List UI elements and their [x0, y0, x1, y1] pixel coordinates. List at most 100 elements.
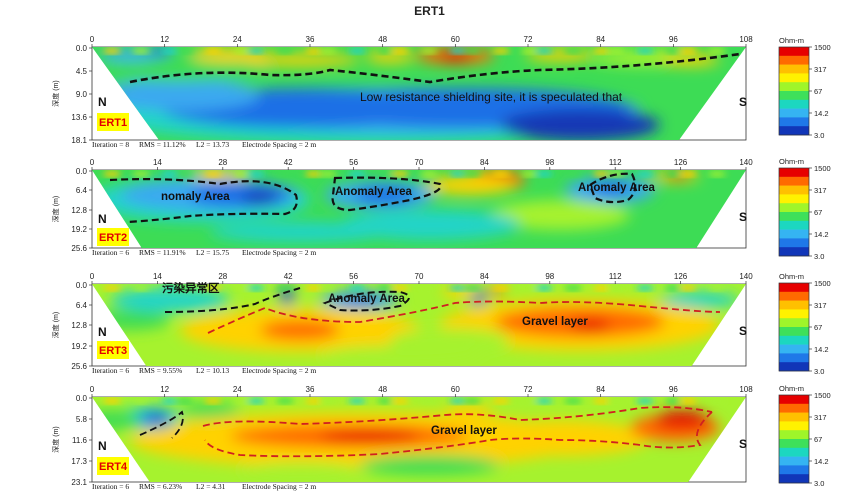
colorbar-4: Ohm-m 1500 317 67 14.2 3.0 — [778, 384, 831, 488]
colorbar-segment — [779, 108, 809, 118]
north-marker: N — [98, 95, 107, 109]
colorbar-segment — [779, 439, 809, 449]
colorbar-segment — [779, 176, 809, 186]
colorbar-tick-label: 3.0 — [814, 252, 824, 261]
x-tick-label: 126 — [674, 272, 688, 281]
y-tick-label: 0.0 — [76, 281, 88, 290]
footer-rms: RMS = 6.23% — [139, 482, 182, 491]
surface-patch — [708, 171, 726, 177]
resistivity-blob — [180, 402, 240, 418]
profile-label-box — [97, 341, 129, 359]
boundary-dashed-line — [202, 406, 713, 458]
colorbar-tick-label: 317 — [814, 413, 827, 422]
surface-patch — [420, 398, 438, 404]
profile-label: ERT3 — [99, 345, 127, 357]
surface-patch — [492, 48, 510, 54]
surface-patch — [708, 48, 726, 54]
colorbar-segment — [779, 447, 809, 457]
y-axis-label: 深度 (m) — [51, 312, 60, 338]
south-marker: S — [739, 210, 747, 224]
surface-patch — [708, 285, 726, 291]
surface-patch — [391, 285, 409, 291]
surface-patch — [377, 398, 395, 404]
surface-patch — [103, 398, 121, 404]
x-tick-label: 70 — [415, 272, 424, 281]
x-tick-label: 112 — [609, 272, 622, 281]
footer-spacing: Electrode Spacing = 2 m — [242, 140, 316, 149]
surface-patch — [607, 285, 625, 291]
surface-patch — [132, 285, 150, 291]
colorbar-tick-label: 14.2 — [814, 109, 829, 118]
footer-iteration: Iteration = 6 — [92, 482, 129, 491]
x-tick-label: 140 — [739, 158, 753, 167]
surface-patch — [521, 398, 539, 404]
colorbar-tick-label: 67 — [814, 208, 822, 217]
surface-patch — [607, 398, 625, 404]
surface-patch — [348, 48, 366, 54]
surface-patch — [636, 285, 654, 291]
surface-patch — [305, 171, 323, 177]
footer-l2: L2 = 10.13 — [196, 366, 229, 375]
colorbar-segment — [779, 212, 809, 222]
x-tick-label: 96 — [669, 35, 678, 44]
x-tick-label: 14 — [153, 272, 162, 281]
footer-iteration: Iteration = 8 — [92, 140, 129, 149]
colorbar-segment — [779, 247, 809, 257]
surface-patch — [463, 48, 481, 54]
surface-patch — [492, 171, 510, 177]
colorbar-tick-label: 67 — [814, 435, 822, 444]
south-marker: S — [739, 437, 747, 451]
resistivity-blob — [210, 222, 390, 242]
ert-panel-4: 0 12 24 36 48 60 72 84 96 108 0.0 5.8 11.6 17.3 23.1 深度… — [51, 385, 753, 491]
surface-patch — [175, 285, 193, 291]
surface-patch — [449, 398, 467, 404]
x-tick-label: 0 — [90, 158, 95, 167]
annotation: 污染异常区 — [162, 281, 220, 295]
colorbar-segment — [779, 64, 809, 74]
y-tick-label: 17.3 — [71, 457, 87, 466]
x-tick-label: 24 — [233, 35, 242, 44]
north-marker: N — [98, 212, 107, 226]
profile-label: ERT4 — [99, 461, 128, 473]
x-tick-label: 42 — [284, 272, 293, 281]
y-tick-label: 12.8 — [71, 206, 87, 215]
profile-label-box — [97, 457, 129, 475]
resistivity-blob — [240, 54, 360, 66]
surface-patch — [132, 48, 150, 54]
footer-iteration: Iteration = 6 — [92, 366, 129, 375]
colorbar-segment — [779, 203, 809, 213]
surface-patch — [233, 48, 251, 54]
x-tick-label: 0 — [90, 385, 95, 394]
surface-patch — [348, 285, 366, 291]
y-tick-label: 25.6 — [71, 244, 87, 253]
boundary-dashed-line — [207, 300, 721, 334]
surface-patch — [492, 398, 510, 404]
surface-patch — [319, 48, 337, 54]
x-tick-label: 60 — [451, 35, 460, 44]
surface-patch — [247, 171, 265, 177]
surface-patch — [247, 285, 265, 291]
surface-patch — [348, 171, 366, 177]
surface-patch — [319, 398, 337, 404]
surface-patch — [247, 48, 265, 54]
y-tick-label: 9.0 — [76, 90, 88, 99]
south-marker: S — [739, 95, 747, 109]
colorbar-segment — [779, 430, 809, 440]
surface-patch — [679, 285, 697, 291]
colorbar-unit: Ohm-m — [779, 272, 804, 281]
surface-patch — [636, 398, 654, 404]
footer-l2: L2 = 4.31 — [196, 482, 226, 491]
surface-patch — [665, 398, 683, 404]
colorbar-tick-label: 1500 — [814, 164, 831, 173]
x-tick-label: 112 — [609, 158, 622, 167]
footer-rms: RMS = 11.91% — [139, 248, 186, 257]
resistivity-blob — [570, 319, 610, 331]
surface-patch — [175, 48, 193, 54]
x-tick-label: 60 — [451, 385, 460, 394]
resistivity-blob — [425, 175, 515, 195]
colorbar-tick-label: 14.2 — [814, 230, 829, 239]
resistivity-blob — [500, 109, 660, 140]
colorbar-1: Ohm-m 1500 317 67 14.2 3.0 — [778, 36, 831, 140]
y-tick-label: 18.1 — [71, 136, 87, 145]
resistivity-blob — [360, 455, 500, 475]
